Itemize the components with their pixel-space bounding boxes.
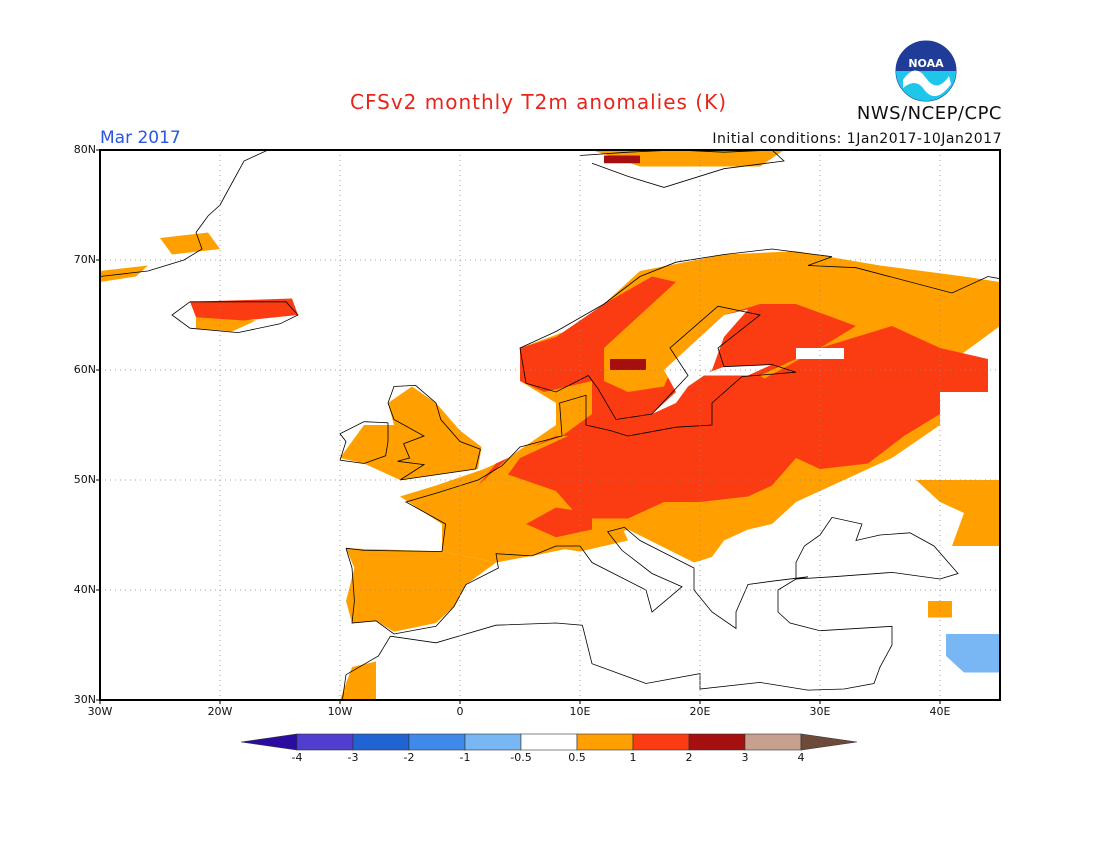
coastline-5 xyxy=(171,301,299,334)
colorbar-label: 3 xyxy=(741,751,749,764)
lon-label: 20E xyxy=(689,705,711,718)
map-title: CFSv2 monthly T2m anomalies (K) xyxy=(350,90,727,114)
svalbard-peak-anomaly xyxy=(604,155,640,164)
lon-label: 20W xyxy=(207,705,233,718)
graticule-layer xyxy=(100,150,1000,700)
colorbar-segment xyxy=(576,733,634,751)
lon-label: 10W xyxy=(327,705,353,718)
sea-mask-2 xyxy=(796,348,844,359)
lon-label: 30W xyxy=(87,705,113,718)
colorbar-label: -3 xyxy=(347,751,359,764)
colorbar-label: -0.5 xyxy=(510,751,532,764)
colorbar-segment xyxy=(464,733,522,751)
colorbar-segment xyxy=(352,733,410,751)
lon-label: 30E xyxy=(809,705,831,718)
colorbar-arrow-high xyxy=(800,733,858,751)
eastern-europe-anomaly xyxy=(508,326,988,519)
british-isles-anomaly xyxy=(340,386,482,480)
iceland-anomaly xyxy=(190,298,298,321)
lat-label: 30N xyxy=(73,693,96,706)
italy-anomaly xyxy=(544,527,628,552)
coastline-3 xyxy=(387,384,481,481)
lon-label: 40E xyxy=(929,705,951,718)
svg-text:NOAA: NOAA xyxy=(908,57,944,70)
east-russia-anomaly xyxy=(916,480,1000,546)
alps-anomaly xyxy=(526,507,592,538)
middle-east-cool-anomaly xyxy=(946,634,1000,673)
coastline-2 xyxy=(795,516,959,580)
iceland-west-anomaly xyxy=(160,232,220,255)
coastline-layer xyxy=(100,150,1000,700)
map-frame xyxy=(99,149,1001,701)
colorbar-label: -4 xyxy=(291,751,303,764)
colorbar-label: 4 xyxy=(797,751,805,764)
colorbar-label: 2 xyxy=(685,751,693,764)
lon-label: 10E xyxy=(569,705,591,718)
coastline-1 xyxy=(342,526,893,700)
lat-label: 70N xyxy=(73,253,96,266)
noaa-logo: NOAA xyxy=(895,40,957,102)
anomaly-fill-layer xyxy=(100,150,1000,700)
month-label: Mar 2017 xyxy=(100,128,181,148)
colorbar-label: 0.5 xyxy=(568,751,586,764)
coastline-7 xyxy=(579,150,785,188)
colorbar-label: 1 xyxy=(629,751,637,764)
coastline-0 xyxy=(345,248,1000,552)
colorbar-segment xyxy=(520,733,578,751)
colorbar xyxy=(240,733,858,751)
balkans-anomaly xyxy=(628,529,724,563)
coastline-6 xyxy=(100,150,269,277)
lat-label: 50N xyxy=(73,473,96,486)
colorbar-segment xyxy=(688,733,746,751)
initial-conditions-label: Initial conditions: 1Jan2017-10Jan2017 xyxy=(712,131,1002,147)
central-europe-anomaly xyxy=(478,276,856,486)
lat-label: 80N xyxy=(73,143,96,156)
colorbar-segment xyxy=(296,733,354,751)
colorbar-label: -2 xyxy=(403,751,415,764)
colorbar-label: -1 xyxy=(459,751,471,764)
morocco-anomaly xyxy=(340,661,376,700)
lon-label: 0 xyxy=(456,705,464,718)
colorbar-segment xyxy=(632,733,690,751)
agency-label: NWS/NCEP/CPC xyxy=(856,103,1002,124)
colorbar-segment xyxy=(744,733,802,751)
colorbar-arrow-low xyxy=(240,733,298,751)
turkey-east-anomaly xyxy=(928,601,952,618)
lat-label: 60N xyxy=(73,363,96,376)
lat-label: 40N xyxy=(73,583,96,596)
colorbar-segment xyxy=(408,733,466,751)
sweden-peak-anomaly xyxy=(610,359,646,370)
